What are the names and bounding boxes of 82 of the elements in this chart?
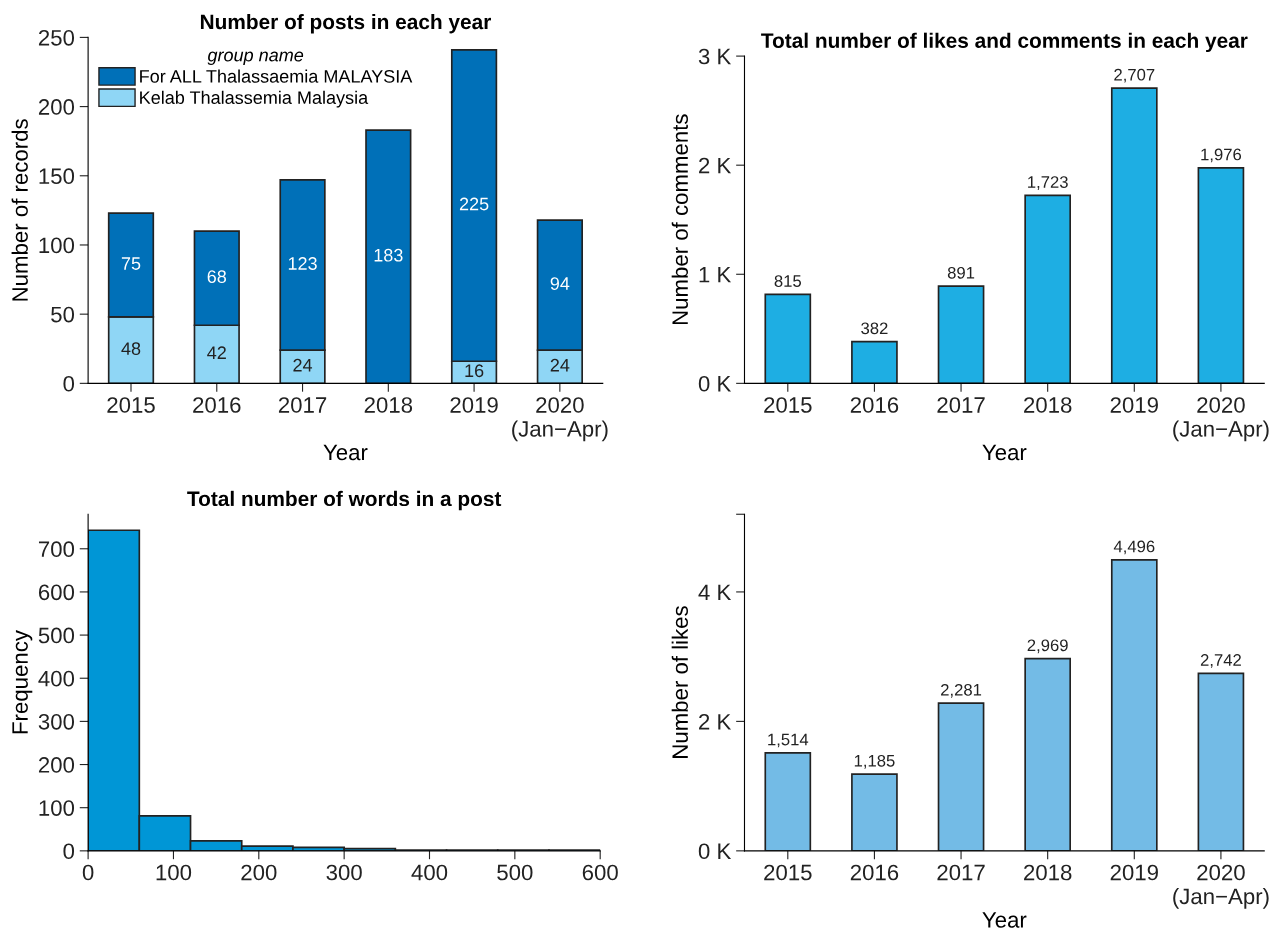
- y-tick-label: 250: [38, 29, 75, 46]
- data-label: 75: [121, 257, 141, 270]
- y-tick-label: 50: [51, 306, 75, 323]
- y-tick-label: 100: [39, 800, 75, 816]
- x-tick-label: 2020 (Jan−Apr): [1173, 864, 1269, 909]
- data-label: 1,185: [854, 754, 895, 769]
- data-label: 48: [121, 342, 141, 355]
- y-tick-label: 100: [39, 237, 75, 254]
- y-axis-title: Number of comments: [671, 114, 688, 325]
- data-label: 123: [288, 257, 317, 270]
- x-tick-label: 2020 (Jan−Apr): [1173, 397, 1269, 442]
- x-tick-label: 600: [582, 864, 618, 881]
- y-tick-label: 0 K: [698, 843, 732, 860]
- legend-label: Kelab Thalassemia Malaysia: [140, 90, 369, 108]
- y-axis-title: Number of likes: [671, 606, 688, 758]
- x-tick-label: 2016: [193, 397, 241, 413]
- y-axis-title: Number of records: [11, 119, 28, 301]
- x-tick-label: 100: [156, 864, 192, 881]
- data-label: 225: [459, 197, 489, 211]
- x-tick-label: 2019: [1110, 864, 1158, 881]
- data-label: 2,707: [1114, 68, 1155, 83]
- data-label: 42: [207, 346, 226, 359]
- x-tick-label: 2016: [850, 864, 899, 881]
- y-tick-label: 0: [63, 843, 75, 860]
- y-tick-label: 500: [38, 627, 75, 644]
- data-label: 2,969: [1027, 639, 1068, 654]
- x-tick-label: 2015: [107, 397, 155, 413]
- data-label: 24: [293, 358, 313, 372]
- data-label: 891: [947, 266, 975, 279]
- y-axis-title: Frequency: [12, 630, 33, 734]
- data-label: 1,723: [1028, 176, 1068, 190]
- chart-title: Total number of words in a post: [187, 490, 502, 511]
- y-tick-label: 600: [38, 584, 75, 601]
- x-tick-label: 2017: [937, 864, 985, 881]
- data-label: 24: [550, 358, 570, 372]
- x-tick-label: 2018: [1024, 397, 1072, 413]
- y-tick-label: 1 K: [699, 267, 732, 283]
- x-tick-label: 2015: [764, 397, 812, 413]
- y-tick-label: 200: [38, 757, 75, 773]
- y-tick-label: 150: [39, 168, 75, 185]
- legend-title: group name: [207, 51, 304, 66]
- data-label: 2,742: [1200, 654, 1241, 668]
- x-tick-label: 2017: [278, 397, 327, 413]
- data-label: 4,496: [1113, 540, 1155, 555]
- y-tick-label: 200: [38, 99, 75, 115]
- data-label: 94: [550, 277, 570, 290]
- data-label: 382: [861, 322, 888, 335]
- x-axis-title: Year: [982, 444, 1027, 461]
- x-tick-label: 2018: [1024, 864, 1072, 881]
- x-tick-label: 2017: [937, 397, 985, 413]
- x-tick-label: 2019: [1110, 397, 1158, 413]
- data-label: 183: [374, 248, 403, 262]
- data-label: 68: [207, 270, 227, 284]
- y-tick-label: 2 K: [699, 157, 732, 174]
- chart-title: Number of posts in each year: [200, 13, 491, 34]
- x-tick-label: 200: [241, 864, 277, 881]
- y-tick-label: 3 K: [698, 48, 732, 65]
- data-label: 16: [465, 364, 484, 378]
- x-tick-label: 0: [82, 864, 94, 881]
- y-tick-label: 2 K: [699, 713, 732, 730]
- x-axis-title: Year: [323, 444, 368, 461]
- y-tick-label: 0: [63, 375, 75, 392]
- y-tick-label: 700: [38, 541, 75, 558]
- x-axis-title: Year: [982, 912, 1027, 928]
- data-label: 1,976: [1201, 148, 1242, 163]
- data-label: 2,281: [941, 683, 982, 698]
- x-tick-label: 2019: [450, 397, 498, 413]
- data-label: 1,514: [768, 733, 809, 748]
- x-tick-label: 2016: [850, 397, 899, 413]
- x-tick-label: 300: [326, 864, 362, 881]
- y-tick-label: 400: [38, 670, 75, 687]
- data-label: 815: [774, 275, 802, 287]
- y-tick-label: 4 K: [698, 584, 732, 600]
- x-tick-label: 2015: [764, 864, 812, 881]
- x-tick-label: 2018: [364, 397, 413, 413]
- legend-label: For ALL Thalassaemia MALAYSIA: [140, 69, 413, 83]
- y-tick-label: 0 K: [698, 375, 732, 392]
- x-tick-label: 500: [497, 864, 533, 881]
- y-tick-label: 300: [38, 713, 75, 730]
- x-tick-label: 400: [411, 864, 448, 881]
- x-tick-label: 2020 (Jan−Apr): [512, 397, 608, 442]
- chart-title: Total number of likes and comments in each year: [761, 32, 1248, 53]
